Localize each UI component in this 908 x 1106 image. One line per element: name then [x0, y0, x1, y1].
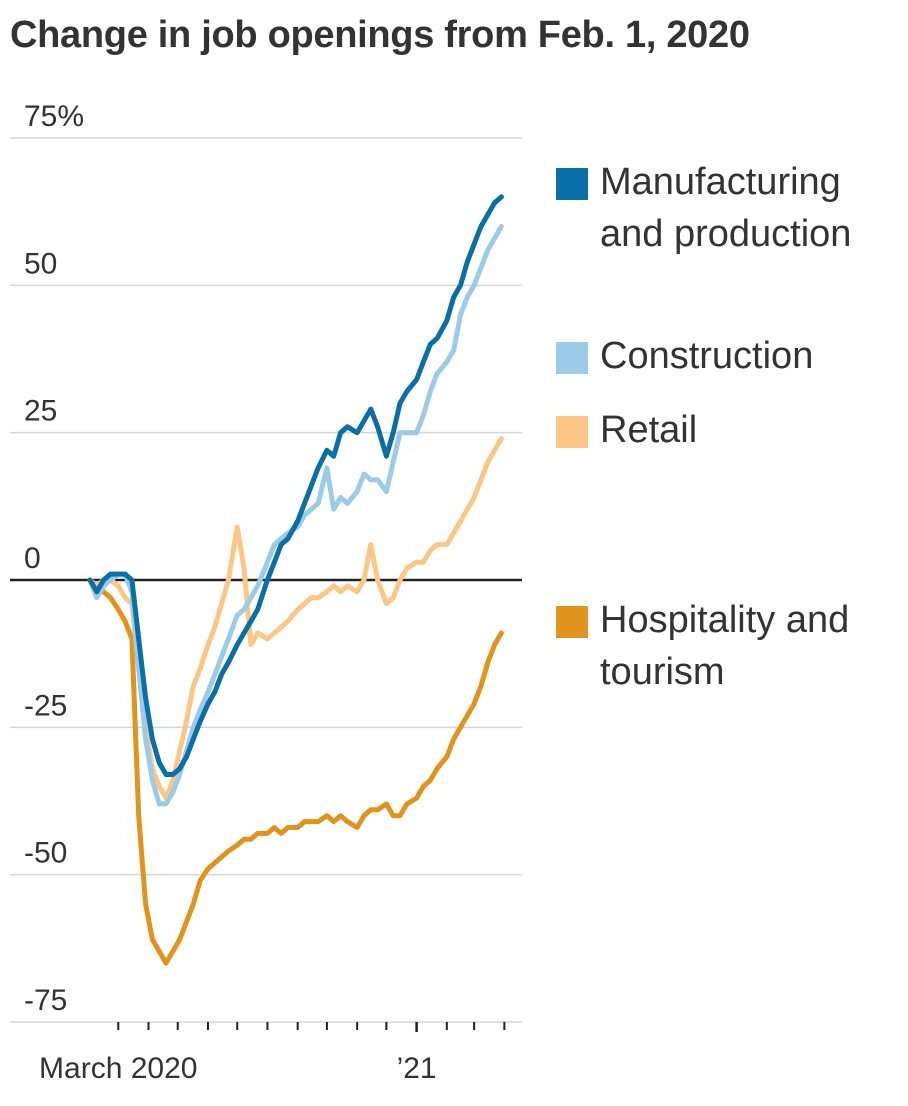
- series-lines: [87, 194, 504, 966]
- series-line-manufacturing-and-production: [87, 194, 504, 777]
- legend-swatch: [556, 606, 588, 638]
- y-tick-label: 25: [24, 395, 57, 428]
- y-tick-label: -50: [24, 837, 67, 870]
- y-tick-label: -75: [24, 984, 67, 1017]
- y-tick-label: 50: [24, 247, 57, 280]
- x-tick-label: March 2020: [39, 1052, 197, 1085]
- y-axis: 75% 50 25 0 -25 -50 -75: [24, 100, 84, 1017]
- legend-label: Hospitality and tourism: [600, 599, 850, 693]
- legend-item: Construction: [556, 335, 900, 382]
- legend-label: Retail: [600, 409, 698, 451]
- series-line-retail: [87, 436, 504, 801]
- y-tick-label: -25: [24, 689, 67, 722]
- chart-title: Change in job openings from Feb. 1, 2020: [10, 14, 750, 56]
- series-line-hospitality-and-tourism: [87, 577, 504, 966]
- legend-label: Construction: [600, 335, 814, 377]
- x-axis: March 2020 ’21: [39, 1022, 506, 1085]
- legend-swatch: [556, 168, 588, 200]
- legend-swatch: [556, 416, 588, 448]
- series-line-construction: [87, 223, 504, 807]
- y-tick-label: 0: [24, 542, 41, 575]
- legend-label: Manufacturing and production: [600, 161, 852, 255]
- legend-swatch: [556, 342, 588, 374]
- x-tick-label: ’21: [397, 1052, 437, 1085]
- legend-item: Manufacturing and production: [556, 161, 900, 260]
- legend-item: Hospitality and tourism: [556, 599, 900, 698]
- legend-item: Retail: [556, 409, 900, 456]
- y-tick-label: 75%: [24, 100, 84, 133]
